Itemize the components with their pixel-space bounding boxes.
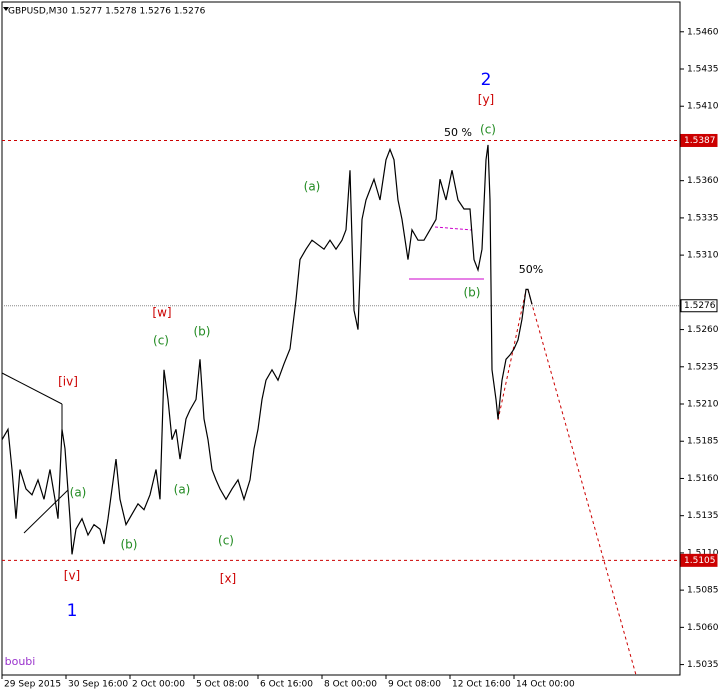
- wave-label: 2: [481, 70, 492, 90]
- y-tick-label: 1.5110: [687, 548, 719, 558]
- wave-label: boubi: [5, 655, 36, 668]
- x-tick-label: 9 Oct 08:00: [388, 680, 441, 690]
- chart-title: GBPUSD,M30 1.5277 1.5278 1.5276 1.5276: [8, 7, 206, 17]
- projection-line: [497, 289, 527, 421]
- y-tick-label: 1.5260: [687, 325, 719, 335]
- y-tick-label: 1.5310: [687, 251, 719, 261]
- trend-line: [23, 489, 69, 534]
- x-tick-label: 5 Oct 08:00: [196, 680, 249, 690]
- y-tick-label: 1.5460: [687, 27, 719, 37]
- y-tick-label: 1.5210: [687, 400, 719, 410]
- wave-label: 50%: [519, 263, 543, 276]
- price-line: [1, 144, 533, 555]
- x-tick-label: 14 Oct 00:00: [516, 680, 575, 690]
- wave-label: (a): [70, 486, 87, 500]
- y-tick-label: 1.5435: [687, 65, 719, 75]
- wave-label: [y]: [478, 93, 494, 107]
- x-tick-label: 12 Oct 16:00: [452, 680, 511, 690]
- wave-label: [v]: [64, 569, 80, 583]
- y-tick-label: 1.5335: [687, 213, 719, 223]
- price-tag: [680, 133, 718, 147]
- wave-label: (a): [304, 180, 321, 194]
- y-tick-label: 1.5235: [687, 362, 719, 372]
- wave-label: (b): [464, 286, 481, 300]
- wave-label: (b): [194, 325, 211, 339]
- y-tick-label: 1.5360: [687, 176, 719, 186]
- wave-label: (b): [121, 538, 138, 552]
- x-tick-label: 2 Oct 00:00: [132, 680, 185, 690]
- price-tag-label: 1.5387: [684, 136, 716, 146]
- level-line: [434, 226, 473, 231]
- x-tick-label: 30 Sep 16:00: [68, 680, 128, 690]
- trend-line: [1, 372, 63, 405]
- price-tag: [680, 553, 718, 567]
- price-tag-label: 1.5105: [684, 556, 716, 566]
- wave-label: [iv]: [58, 375, 78, 389]
- x-tick-label: 8 Oct 00:00: [324, 680, 377, 690]
- wave-label: (c): [153, 334, 169, 348]
- x-tick-label: 29 Sep 2015: [4, 680, 61, 690]
- y-tick-label: 1.5060: [687, 623, 719, 633]
- plot-frame: [1, 1, 681, 676]
- wave-label: 50 %: [444, 126, 472, 139]
- y-tick-label: 1.5410: [687, 102, 719, 112]
- wave-label: (a): [174, 483, 191, 497]
- menu-arrow[interactable]: [3, 7, 9, 11]
- wave-label: [x]: [220, 572, 236, 586]
- x-tick-label: 6 Oct 16:00: [260, 680, 313, 690]
- projection-line: [527, 289, 637, 676]
- y-tick-label: 1.5085: [687, 586, 719, 596]
- price-tag: [680, 299, 718, 313]
- price-tag-label: 1.5276: [684, 301, 716, 311]
- wave-label: (c): [218, 534, 234, 548]
- y-tick-label: 1.5160: [687, 474, 719, 484]
- wave-label: [w]: [152, 306, 171, 320]
- y-tick-label: 1.5035: [687, 660, 719, 670]
- y-tick-label: 1.5185: [687, 437, 719, 447]
- wave-label: 1: [67, 601, 78, 621]
- wave-label: (c): [480, 123, 496, 137]
- y-tick-label: 1.5135: [687, 511, 719, 521]
